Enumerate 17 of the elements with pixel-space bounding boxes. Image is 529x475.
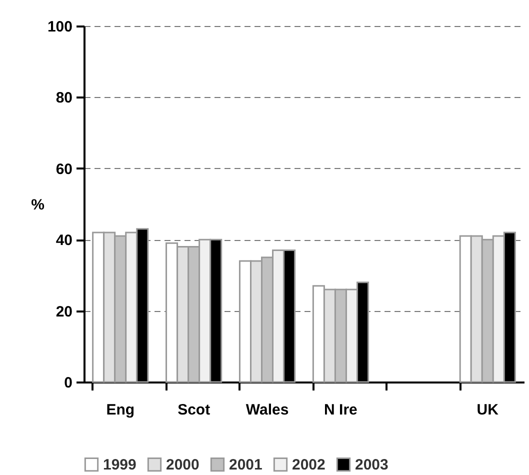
- y-tick-label: 60: [56, 160, 72, 178]
- legend-label: 2003: [355, 456, 388, 474]
- legend-label: 2000: [166, 456, 200, 474]
- y-tick-label: 80: [56, 90, 72, 107]
- legend-label: 1999: [103, 456, 136, 474]
- x-tick-label: Wales: [246, 402, 289, 418]
- y-axis-title: %: [31, 196, 44, 214]
- x-tick-label: N Ire: [324, 402, 358, 418]
- x-tick-label: Scot: [178, 402, 210, 418]
- legend-label: 2001: [229, 456, 262, 474]
- y-tick-label: 20: [56, 303, 72, 320]
- legend-label: 2002: [292, 456, 326, 474]
- x-tick-label: Eng: [106, 402, 135, 418]
- x-tick-label: UK: [476, 402, 499, 418]
- y-tick-label: 100: [47, 18, 72, 36]
- y-tick-label: 40: [56, 232, 72, 250]
- y-tick-label: 0: [64, 374, 72, 392]
